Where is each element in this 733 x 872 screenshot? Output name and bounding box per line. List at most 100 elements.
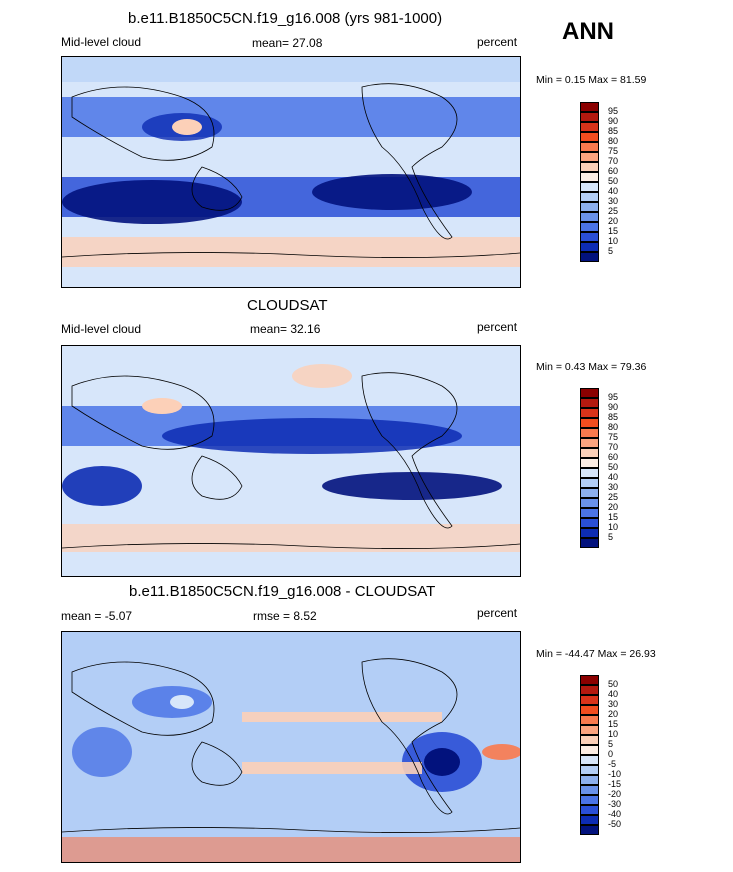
panel-1-colorbar-cell [580, 212, 599, 222]
panel-2-colorbar-cell [580, 468, 599, 478]
panel-3-colorbar-label: 40 [608, 689, 619, 699]
panel-1-colorbar-label: 60 [608, 166, 619, 176]
panel-2-colorbar-label: 40 [608, 472, 619, 482]
panel-3-map-svg [62, 632, 520, 862]
panel-3-colorbar-cell [580, 815, 599, 825]
panel-3-colorbar-label: -10 [608, 769, 622, 779]
panel-3-colorbar-cell [580, 745, 599, 755]
panel-3-stat-label: rmse = [253, 609, 291, 623]
panel-1-colorbar-cell [580, 192, 599, 202]
panel-1-colorbar-cell [580, 152, 599, 162]
panel-1-colorbar-cell [580, 202, 599, 212]
panel-3-colorbar-cell [580, 825, 599, 835]
panel-1-colorbar-label: 30 [608, 196, 619, 206]
panel-1-left-label: Mid-level cloud [61, 35, 142, 49]
panel-1-colorbar-cell [580, 132, 599, 142]
panel-3-colorbar-label: -15 [608, 779, 622, 789]
panel-3-colorbar-cell [580, 705, 599, 715]
panel-3-colorbar-cell [580, 735, 599, 745]
panel-1-colorbar-label: 95 [608, 106, 619, 116]
panel-2-minmax: Min = 0.43 Max = 79.36 [536, 361, 647, 373]
panel-2-map-svg [62, 346, 520, 576]
panel-2-colorbar-cell [580, 458, 599, 468]
panel-1-colorbar-cell [580, 122, 599, 132]
panel-2-title: CLOUDSAT [247, 297, 328, 314]
panel-3-colorbar-cell [580, 715, 599, 725]
panel-1-colorbar-label: 70 [608, 156, 619, 166]
panel-3-map [61, 631, 521, 863]
panel-3-colorbar-label: 20 [608, 709, 619, 719]
panel-3-colorbar-cell [580, 685, 599, 695]
panel-1-colorbar-cell [580, 182, 599, 192]
panel-1-colorbar-label: 10 [608, 236, 619, 246]
panel-2-colorbar-label: 5 [608, 532, 614, 542]
panel-2-colorbar-label: 75 [608, 432, 619, 442]
panel-2-colorbar-label: 60 [608, 452, 619, 462]
panel-2-colorbar-label: 70 [608, 442, 619, 452]
panel-2-colorbar-label: 50 [608, 462, 619, 472]
panel-2-colorbar-label: 20 [608, 502, 619, 512]
panel-1-colorbar-label: 50 [608, 176, 619, 186]
panel-1-colorbar-label: 25 [608, 206, 619, 216]
panel-3-colorbar-label: 0 [608, 749, 614, 759]
panel-1-title: b.e11.B1850C5CN.f19_g16.008 (yrs 981-100… [128, 10, 443, 27]
panel-1-colorbar-label: 75 [608, 146, 619, 156]
panel-2-colorbar-cell [580, 518, 599, 528]
panel-3-colorbar-label: 15 [608, 719, 619, 729]
panel-2-colorbar-cell [580, 448, 599, 458]
panel-2-stat-label: mean= [250, 322, 288, 336]
panel-2-units: percent [477, 320, 518, 334]
panel-2-colorbar-cell [580, 498, 599, 508]
panel-3-left-label: mean = -5.07 [61, 609, 133, 623]
panel-3-colorbar-label: -50 [608, 819, 622, 829]
panel-1-colorbar-cell [580, 242, 599, 252]
panel-2-colorbar-label: 80 [608, 422, 619, 432]
panel-2-colorbar-cell [580, 398, 599, 408]
panel-3-colorbar-cell [580, 755, 599, 765]
panel-1-colorbar-cell [580, 232, 599, 242]
panel-2-colorbar-label: 30 [608, 482, 619, 492]
panel-1-map-svg [62, 57, 520, 287]
panel-1-colorbar-cell [580, 102, 599, 112]
panel-1-colorbar-cell [580, 112, 599, 122]
panel-3-colorbar-label: -5 [608, 759, 617, 769]
panel-3-minmax: Min = -44.47 Max = 26.93 [536, 648, 656, 660]
panel-2-colorbar-cell [580, 528, 599, 538]
panel-2-colorbar-cell [580, 428, 599, 438]
panel-1-colorbar-cell [580, 222, 599, 232]
panel-2-colorbar-cell [580, 508, 599, 518]
panel-3-colorbar-label: -40 [608, 809, 622, 819]
panel-2-colorbar-label: 15 [608, 512, 619, 522]
panel-1-colorbar-label: 90 [608, 116, 619, 126]
panel-2-colorbar-label: 10 [608, 522, 619, 532]
panel-1-colorbar-cell [580, 252, 599, 262]
panel-1-colorbar-cell [580, 162, 599, 172]
panel-2-colorbar-cell [580, 388, 599, 398]
panel-3-colorbar-cell [580, 785, 599, 795]
panel-3-colorbar-label: 50 [608, 679, 619, 689]
panel-1-minmax: Min = 0.15 Max = 81.59 [536, 74, 647, 86]
panel-3-colorbar-cell [580, 765, 599, 775]
panel-2-left-label: Mid-level cloud [61, 322, 142, 336]
panel-1-colorbar-cell [580, 142, 599, 152]
panel-3-stat-value: 8.52 [293, 609, 317, 623]
panel-2-map [61, 345, 521, 577]
panel-2-colorbar-cell [580, 418, 599, 428]
panel-2-colorbar-cell [580, 538, 599, 548]
panel-1-stat: mean= 27.08 [252, 36, 322, 50]
panel-2-colorbar-cell [580, 438, 599, 448]
panel-2-colorbar-cell [580, 488, 599, 498]
panel-3-stat: rmse = 8.52 [253, 609, 317, 623]
panel-3-colorbar-label: -30 [608, 799, 622, 809]
panel-3-colorbar-cell [580, 675, 599, 685]
panel-3-colorbar-cell [580, 725, 599, 735]
panel-3-units: percent [477, 606, 518, 620]
panel-2-colorbar-cell [580, 408, 599, 418]
panel-1-colorbar-label: 15 [608, 226, 619, 236]
panel-2-colorbar-cell [580, 478, 599, 488]
panel-2-colorbar-label: 90 [608, 402, 619, 412]
panel-1-stat-label: mean= [252, 36, 290, 50]
panel-3-colorbar-label: 10 [608, 729, 619, 739]
panel-1-map [61, 56, 521, 288]
panel-3-colorbar-label: 5 [608, 739, 614, 749]
